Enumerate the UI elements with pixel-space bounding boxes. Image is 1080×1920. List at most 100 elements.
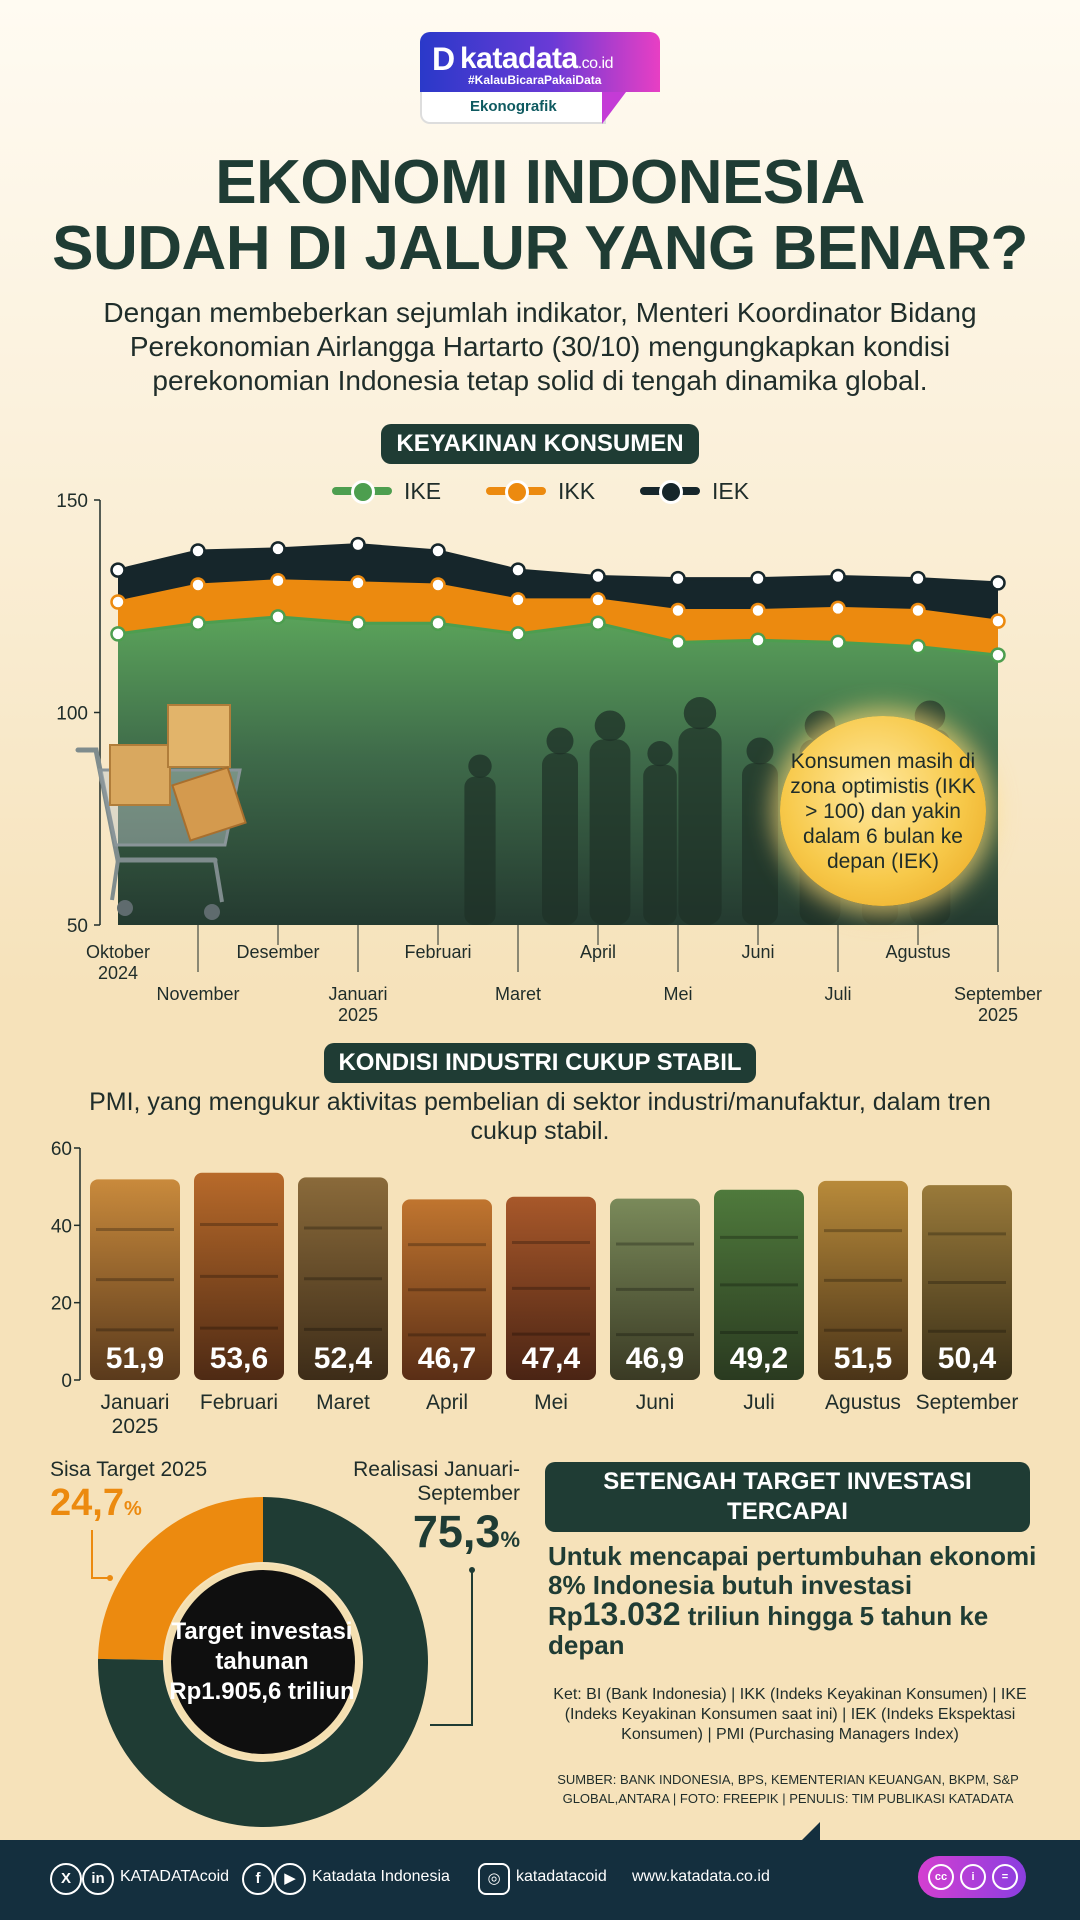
crowd-figure bbox=[594, 710, 626, 742]
footer-site[interactable]: www.katadata.co.id bbox=[632, 1868, 770, 1885]
ikk-point bbox=[910, 602, 926, 619]
x-icon[interactable]: X bbox=[50, 1863, 82, 1895]
investment-donut-chart bbox=[91, 1497, 475, 1827]
pmi-bar bbox=[298, 1177, 388, 1380]
ikk-point bbox=[350, 575, 366, 591]
realized-label: Realisasi Januari-September bbox=[353, 1458, 520, 1505]
logo-brand: katadata.co.id bbox=[460, 42, 613, 75]
ikk-point bbox=[190, 577, 206, 593]
y-tick-label: 50 bbox=[67, 916, 88, 937]
iek-band bbox=[118, 544, 998, 622]
ikk-band bbox=[118, 580, 998, 656]
instagram-icon[interactable]: ◎ bbox=[478, 1863, 510, 1895]
pmi-category-label: Agustus bbox=[825, 1391, 901, 1414]
page-title: EKONOMI INDONESIA SUDAH DI JALUR YANG BE… bbox=[0, 150, 1080, 282]
crowd-figure bbox=[643, 764, 677, 925]
creative-commons-badge[interactable]: cc i = bbox=[918, 1856, 1026, 1898]
y-tick-label: 40 bbox=[51, 1216, 72, 1237]
crowd-figure bbox=[589, 739, 631, 925]
ike-point bbox=[910, 638, 926, 655]
iek-point bbox=[670, 570, 686, 587]
ikk-point bbox=[990, 613, 1006, 629]
pmi-bar bbox=[714, 1189, 804, 1380]
noderivs-icon: = bbox=[992, 1864, 1018, 1890]
katadata-logo[interactable]: D katadata.co.id #KalauBicaraPakaiData E… bbox=[420, 32, 660, 124]
pmi-value-label: 53,6 bbox=[210, 1342, 268, 1375]
footer-fb-yt[interactable]: Katadata Indonesia bbox=[312, 1868, 450, 1885]
remaining-leader-line bbox=[91, 1530, 110, 1579]
iek-point bbox=[830, 568, 846, 585]
iek-line bbox=[117, 543, 999, 585]
x-tick-label: November bbox=[156, 984, 239, 1004]
iek-point bbox=[510, 562, 526, 578]
iek-point bbox=[750, 570, 766, 587]
remaining-slice bbox=[98, 1497, 263, 1661]
crowd-figure bbox=[746, 737, 774, 765]
logo-tab-icon bbox=[602, 92, 626, 124]
ikk-point bbox=[510, 592, 526, 608]
linkedin-icon[interactable]: in bbox=[82, 1863, 114, 1895]
y-tick-label: 0 bbox=[61, 1371, 72, 1392]
iek-point bbox=[270, 541, 286, 557]
ikk-point bbox=[430, 577, 446, 593]
iek-point bbox=[110, 562, 126, 578]
section-title-consumer: KEYAKINAN KONSUMEN bbox=[381, 424, 699, 464]
x-tick-label: September 2025 bbox=[954, 984, 1042, 1025]
intro-text: Dengan membeberkan sejumlah indikator, M… bbox=[103, 297, 977, 396]
remaining-target-value: 24,7% bbox=[50, 1482, 142, 1524]
pmi-value-label: 52,4 bbox=[314, 1342, 373, 1375]
footer-x-handle[interactable]: KATADATAcoid bbox=[120, 1868, 230, 1885]
iek-point bbox=[990, 575, 1006, 591]
pmi-bar bbox=[922, 1185, 1012, 1380]
cc-icon: cc bbox=[928, 1864, 954, 1890]
abbreviation-note: Ket: BI (Bank Indonesia) | IKK (Indeks K… bbox=[553, 1686, 1027, 1743]
pmi-bar bbox=[506, 1196, 596, 1380]
realized-value: 75,3% bbox=[412, 1506, 520, 1557]
crowd-figure bbox=[464, 776, 496, 925]
attribution-icon: i bbox=[960, 1864, 986, 1890]
x-tick-label: Januari 2025 bbox=[328, 984, 387, 1025]
pmi-category-label: Februari bbox=[200, 1391, 278, 1414]
pmi-category-label: Januari 2025 bbox=[101, 1391, 170, 1438]
iek-point bbox=[190, 543, 206, 559]
shopping-cart-icon bbox=[75, 704, 247, 920]
ike-point bbox=[270, 609, 286, 625]
pmi-value-label: 49,2 bbox=[730, 1342, 788, 1375]
logo-banner: D katadata.co.id #KalauBicaraPakaiData bbox=[420, 32, 660, 92]
pmi-category-label: September bbox=[916, 1391, 1019, 1414]
y-tick-label: 20 bbox=[51, 1294, 72, 1315]
crowd-figure bbox=[647, 741, 673, 767]
ikk-point bbox=[270, 573, 286, 589]
pmi-bar bbox=[818, 1180, 908, 1380]
pmi-bar bbox=[194, 1172, 284, 1380]
facebook-icon[interactable]: f bbox=[242, 1863, 274, 1895]
pmi-bar-chart: 0 20 40 60 51,9 Januari 2025 53,6 Februari 52,4 Ma… bbox=[51, 1140, 1019, 1438]
iek-point bbox=[590, 568, 606, 585]
section-title-industry: KONDISI INDUSTRI CUKUP STABIL bbox=[324, 1043, 756, 1083]
pmi-category-label: Mei bbox=[534, 1391, 568, 1414]
consumer-note-text: Konsumen masih di zona optimistis (IKK >… bbox=[790, 749, 976, 873]
crowd-figure bbox=[742, 763, 778, 925]
pmi-subtitle: PMI, yang mengukur aktivitas pembelian d… bbox=[89, 1088, 991, 1145]
x-tick-label: Oktober 2024 bbox=[86, 942, 150, 983]
pmi-bar bbox=[610, 1198, 700, 1380]
footer-bar: X in KATADATAcoid f ▶ Katadata Indonesia… bbox=[0, 1822, 1080, 1920]
pmi-category-label: April bbox=[426, 1391, 468, 1414]
logo-section: Ekonografik bbox=[420, 92, 606, 124]
ike-point bbox=[990, 647, 1006, 663]
pmi-category-label: Juni bbox=[636, 1391, 675, 1414]
consumer-note-badge: Konsumen masih di zona optimistis (IKK >… bbox=[780, 716, 986, 906]
ike-point bbox=[430, 615, 446, 631]
ikk-point bbox=[110, 594, 126, 610]
ikk-point bbox=[830, 600, 846, 617]
ikk-line bbox=[117, 579, 999, 623]
footer-ig[interactable]: katadatacoid bbox=[516, 1868, 607, 1885]
title-line-2: SUDAH DI JALUR YANG BENAR? bbox=[52, 214, 1028, 283]
pmi-category-label: Juli bbox=[743, 1391, 775, 1414]
remaining-leader-dot bbox=[107, 1575, 113, 1581]
youtube-icon[interactable]: ▶ bbox=[274, 1863, 306, 1895]
logo-tagline: #KalauBicaraPakaiData bbox=[468, 73, 602, 87]
crowd-figure bbox=[678, 727, 722, 925]
y-tick-label: 100 bbox=[56, 704, 88, 725]
crowd-figure bbox=[468, 754, 492, 778]
